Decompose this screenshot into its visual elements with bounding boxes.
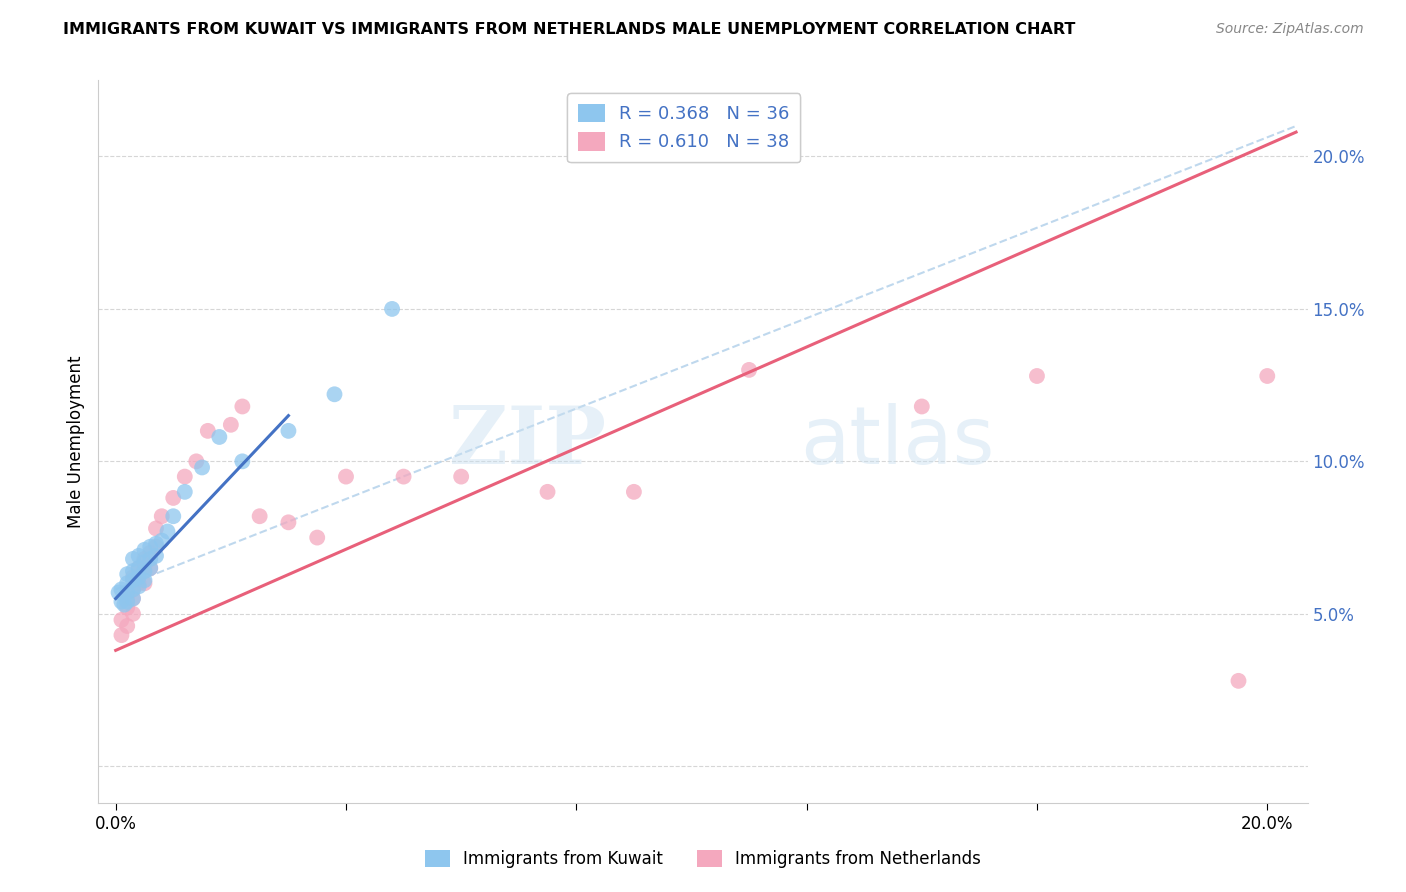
Point	[231, 400, 253, 414]
Point	[173, 469, 195, 483]
Point	[150, 509, 173, 524]
Point	[208, 430, 231, 444]
Point	[115, 619, 138, 633]
Point	[139, 546, 162, 560]
Point	[115, 585, 138, 599]
Point	[128, 570, 150, 584]
Point	[738, 363, 761, 377]
Point	[122, 591, 145, 606]
Point	[139, 540, 162, 554]
Point	[1227, 673, 1250, 688]
Point	[115, 567, 138, 582]
Point	[335, 469, 357, 483]
Point	[128, 561, 150, 575]
Point	[122, 574, 145, 588]
Point	[162, 509, 184, 524]
Point	[134, 552, 156, 566]
Point	[112, 598, 135, 612]
Point	[122, 607, 145, 621]
Point	[115, 594, 138, 608]
Point	[134, 576, 156, 591]
Point	[1256, 369, 1278, 384]
Point	[134, 574, 156, 588]
Point	[162, 491, 184, 505]
Point	[115, 591, 138, 606]
Point	[134, 564, 156, 578]
Legend: Immigrants from Kuwait, Immigrants from Netherlands: Immigrants from Kuwait, Immigrants from …	[419, 843, 987, 875]
Point	[197, 424, 219, 438]
Text: atlas: atlas	[800, 402, 994, 481]
Point	[219, 417, 242, 432]
Point	[277, 516, 299, 530]
Point	[139, 561, 162, 575]
Point	[115, 600, 138, 615]
Point	[145, 536, 167, 550]
Point	[128, 579, 150, 593]
Point	[134, 542, 156, 557]
Point	[128, 549, 150, 563]
Point	[145, 540, 167, 554]
Point	[128, 576, 150, 591]
Point	[191, 460, 214, 475]
Point	[134, 561, 156, 575]
Text: Source: ZipAtlas.com: Source: ZipAtlas.com	[1216, 22, 1364, 37]
Point	[122, 564, 145, 578]
Point	[122, 582, 145, 597]
Point	[128, 561, 150, 575]
Point	[139, 552, 162, 566]
Point	[115, 576, 138, 591]
Point	[450, 469, 472, 483]
Point	[145, 521, 167, 535]
Point	[110, 628, 132, 642]
Point	[536, 484, 558, 499]
Point	[323, 387, 346, 401]
Point	[156, 524, 179, 539]
Point	[107, 585, 129, 599]
Point	[911, 400, 934, 414]
Legend: R = 0.368   N = 36, R = 0.610   N = 38: R = 0.368 N = 36, R = 0.610 N = 38	[567, 93, 800, 162]
Point	[110, 582, 132, 597]
Point	[277, 424, 299, 438]
Text: IMMIGRANTS FROM KUWAIT VS IMMIGRANTS FROM NETHERLANDS MALE UNEMPLOYMENT CORRELAT: IMMIGRANTS FROM KUWAIT VS IMMIGRANTS FRO…	[63, 22, 1076, 37]
Point	[150, 533, 173, 548]
Point	[231, 454, 253, 468]
Point	[1026, 369, 1049, 384]
Point	[173, 484, 195, 499]
Point	[145, 549, 167, 563]
Point	[110, 613, 132, 627]
Point	[122, 582, 145, 597]
Point	[122, 570, 145, 584]
Point	[623, 484, 645, 499]
Point	[307, 531, 329, 545]
Point	[392, 469, 415, 483]
Point	[139, 561, 162, 575]
Point	[110, 594, 132, 608]
Text: ZIP: ZIP	[450, 402, 606, 481]
Point	[249, 509, 271, 524]
Y-axis label: Male Unemployment: Male Unemployment	[66, 355, 84, 528]
Point	[122, 552, 145, 566]
Point	[381, 301, 404, 316]
Point	[134, 555, 156, 569]
Point	[186, 454, 208, 468]
Point	[122, 591, 145, 606]
